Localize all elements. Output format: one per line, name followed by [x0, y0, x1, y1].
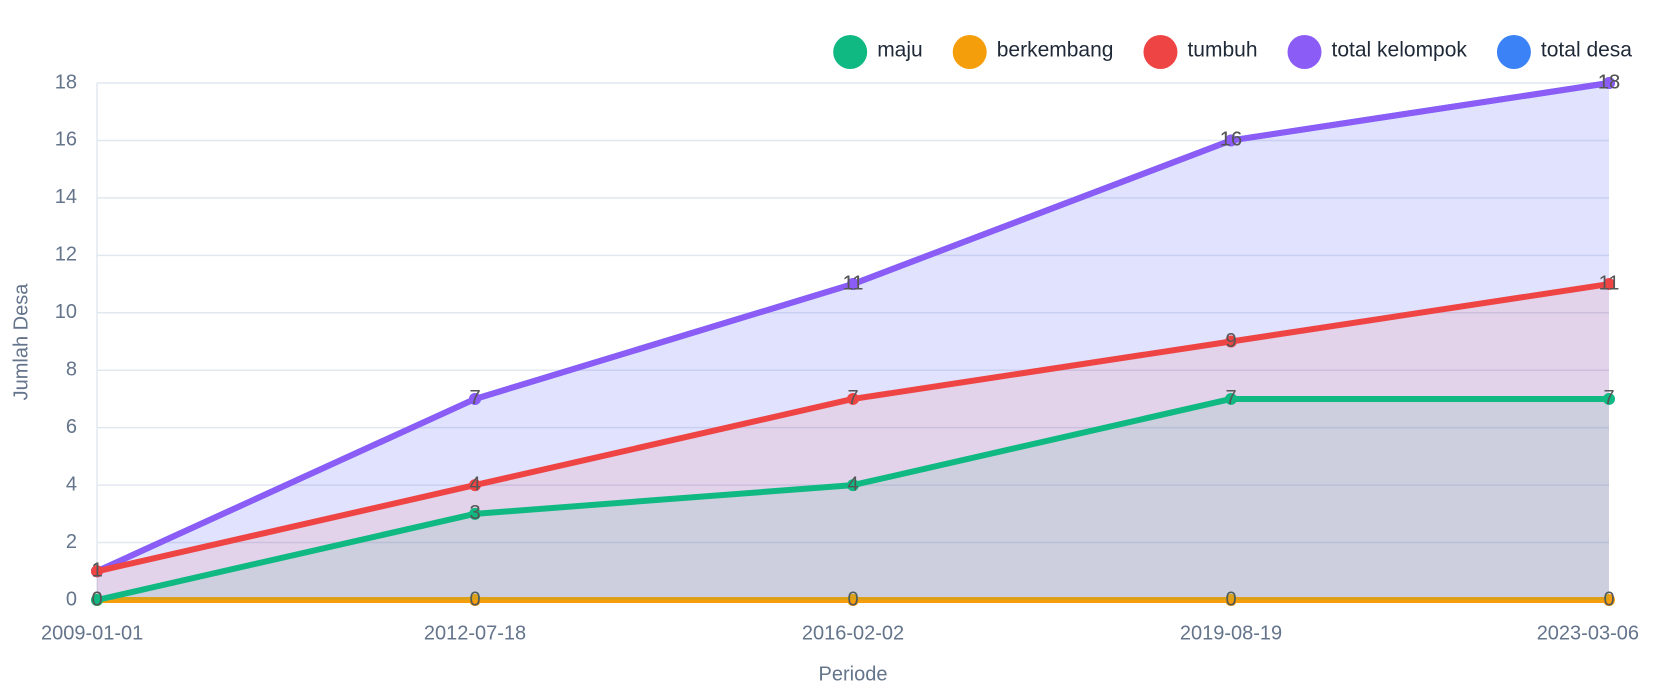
legend-label: total kelompok — [1332, 39, 1468, 62]
point — [847, 278, 859, 291]
legend-label: berkembang — [997, 39, 1114, 62]
point — [91, 594, 103, 606]
value-label: 3 — [469, 502, 480, 524]
y-tick-label: 4 — [66, 473, 77, 495]
legend-swatch — [1496, 35, 1531, 69]
y-tick-label: 18 — [55, 71, 77, 93]
value-label: 7 — [469, 387, 480, 409]
value-label: 9 — [1225, 330, 1236, 352]
y-tick-label: 2 — [66, 531, 77, 553]
point — [469, 594, 481, 606]
legend-swatch — [833, 35, 868, 69]
point — [1225, 335, 1237, 348]
x-tick-label: 2012-07-18 — [424, 622, 526, 644]
value-label: 0 — [1225, 588, 1236, 610]
value-label: 18 — [1598, 71, 1620, 93]
point — [1603, 392, 1615, 405]
legend-swatch — [952, 35, 987, 69]
x-tick-label: 2009-01-01 — [41, 622, 143, 644]
y-tick-label: 12 — [55, 244, 77, 266]
value-label: 4 — [847, 473, 858, 495]
legend-swatch — [1287, 35, 1322, 69]
value-label: 7 — [1603, 387, 1614, 409]
value-label: 16 — [1220, 129, 1242, 151]
value-label: 7 — [1225, 387, 1236, 409]
point — [1603, 594, 1615, 606]
x-tick-label: 2019-08-19 — [1180, 622, 1282, 644]
point — [1603, 77, 1615, 89]
point — [1225, 134, 1237, 147]
x-axis-title: Periode — [819, 663, 888, 685]
y-tick-label: 0 — [66, 588, 77, 610]
y-tick-label: 16 — [55, 129, 77, 151]
value-label: 7 — [847, 387, 858, 409]
legend-label: tumbuh — [1187, 39, 1257, 62]
value-label: 4 — [469, 473, 480, 495]
value-label: 1 — [91, 560, 102, 582]
legend-label: maju — [877, 39, 923, 62]
area — [97, 83, 1609, 600]
point — [469, 392, 481, 405]
point — [847, 392, 859, 405]
y-tick-label: 14 — [55, 186, 77, 208]
legend-label: total desa — [1541, 39, 1632, 62]
legend-swatch — [1143, 35, 1178, 69]
x-tick-label: 2016-02-02 — [802, 622, 904, 644]
y-axis-title: Jumlah Desa — [10, 283, 32, 401]
x-tick-label: 2023-03-06 — [1537, 622, 1639, 644]
y-tick-label: 10 — [55, 301, 77, 323]
value-label: 0 — [847, 588, 858, 610]
area — [97, 284, 1609, 600]
point — [1225, 392, 1237, 405]
y-tick-label: 8 — [66, 359, 77, 381]
value-label: 0 — [91, 588, 102, 610]
point — [1603, 278, 1615, 291]
area — [97, 83, 1609, 600]
point — [469, 479, 481, 492]
area — [97, 398, 1609, 600]
y-tick-label: 6 — [66, 416, 77, 438]
point — [1225, 594, 1237, 606]
point — [847, 479, 859, 492]
value-label: 11 — [843, 272, 864, 294]
value-label: 0 — [1603, 588, 1614, 610]
value-label: 11 — [1599, 272, 1620, 294]
point — [847, 594, 859, 606]
point — [469, 507, 481, 520]
value-label: 0 — [469, 588, 480, 610]
point — [91, 565, 103, 578]
